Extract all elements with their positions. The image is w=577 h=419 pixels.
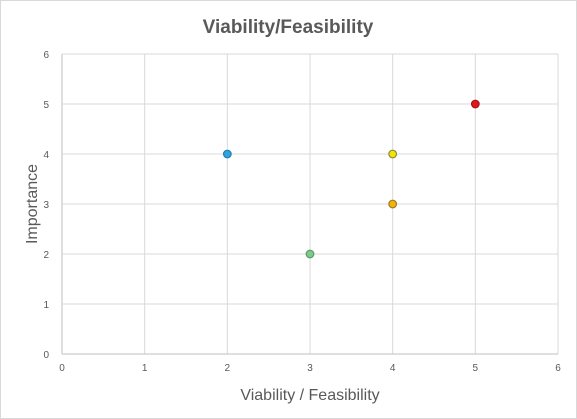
y-tick-label: 3	[43, 200, 49, 211]
x-tick-label: 6	[555, 363, 561, 374]
y-tick-label: 6	[43, 50, 49, 61]
scatter-point	[388, 199, 398, 209]
y-tick-label: 2	[43, 250, 49, 261]
scatter-point	[222, 149, 232, 159]
y-tick-label: 4	[43, 150, 49, 161]
tick-labels: 0 1 2 3 4 5 6 0 1 2 3 4 5 6	[43, 50, 561, 374]
x-tick-label: 3	[307, 363, 313, 374]
data-points	[222, 99, 480, 259]
y-axis-label: Importance	[24, 164, 41, 244]
x-tick-label: 2	[225, 363, 231, 374]
gridlines	[61, 53, 559, 355]
y-tick-label: 5	[43, 100, 49, 111]
x-tick-label: 1	[142, 363, 148, 374]
scatter-point	[388, 149, 398, 159]
x-tick-label: 4	[390, 363, 396, 374]
scatter-point	[470, 99, 480, 109]
x-tick-label: 0	[59, 363, 65, 374]
y-tick-label: 1	[43, 300, 49, 311]
x-axis-label: Viability / Feasibility	[240, 387, 379, 404]
scatter-point	[305, 249, 315, 259]
chart-title: Viability/Feasibility	[203, 17, 374, 38]
x-tick-label: 5	[473, 363, 479, 374]
y-tick-label: 0	[43, 350, 49, 361]
